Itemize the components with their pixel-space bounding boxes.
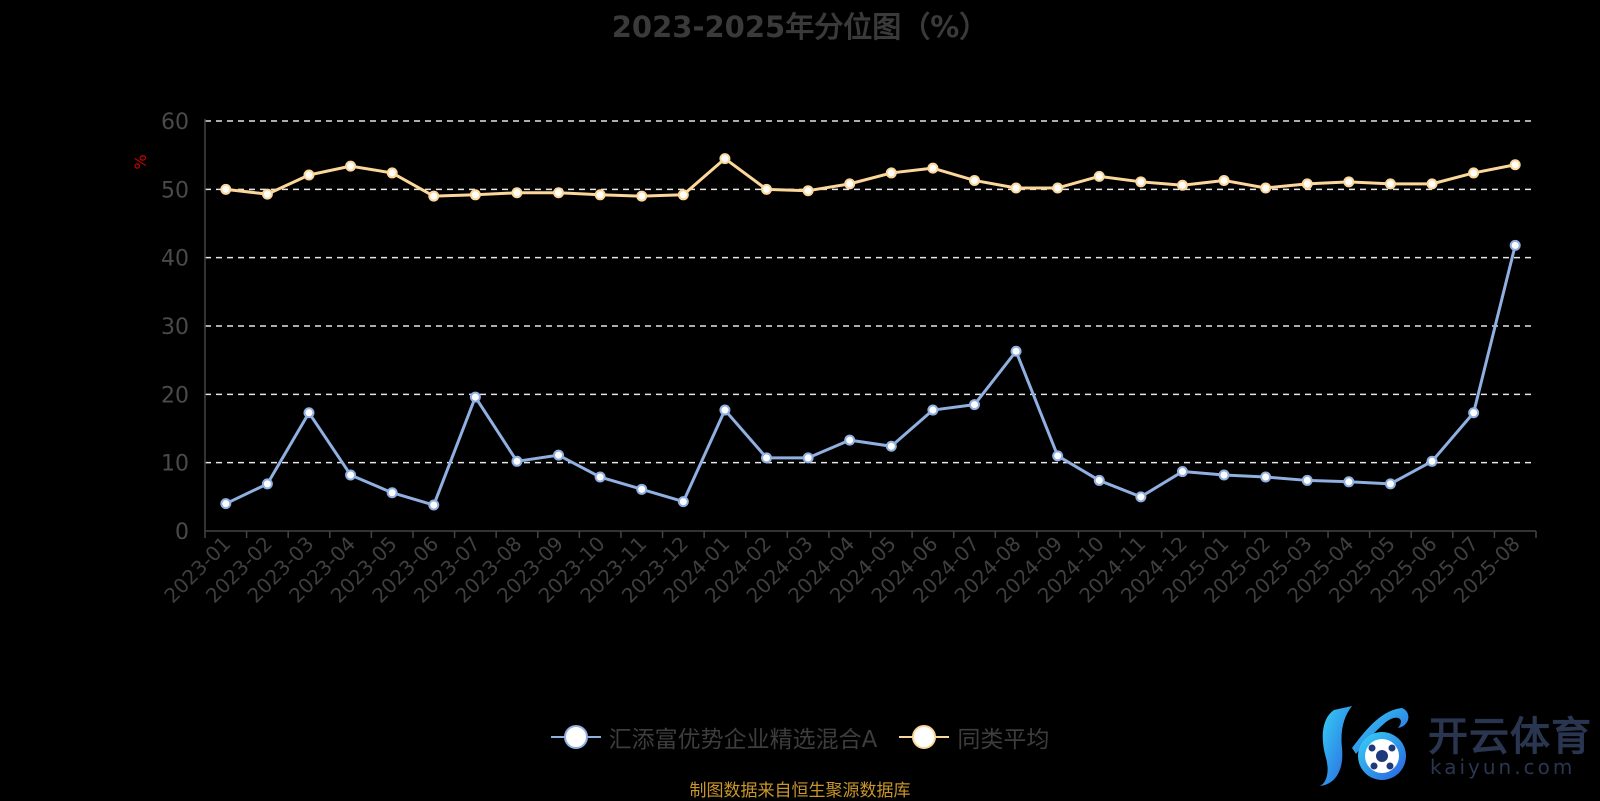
data-point[interactable]	[802, 185, 814, 197]
y-axis-label: %	[131, 154, 150, 169]
data-point[interactable]	[927, 162, 939, 174]
data-point[interactable]	[1384, 178, 1396, 190]
chart-title: 2023-2025年分位图（%）	[611, 10, 989, 44]
data-point[interactable]	[261, 478, 273, 490]
data-point[interactable]	[927, 404, 939, 416]
grid-lines	[205, 120, 1536, 464]
data-point[interactable]	[844, 434, 856, 446]
y-tick-label: 20	[161, 383, 189, 408]
legend-item-average[interactable]: 同类平均	[899, 720, 1049, 754]
watermark-cn: 开云体育	[1428, 714, 1592, 760]
data-point[interactable]	[1426, 178, 1438, 190]
data-point[interactable]	[1343, 476, 1355, 488]
y-tick-label: 50	[161, 178, 189, 203]
data-point[interactable]	[1218, 174, 1230, 186]
data-point[interactable]	[428, 190, 440, 202]
data-point[interactable]	[1260, 471, 1272, 483]
y-tick-label: 0	[175, 520, 189, 545]
data-point[interactable]	[1052, 182, 1064, 194]
data-point[interactable]	[636, 483, 648, 495]
data-point[interactable]	[511, 455, 523, 467]
series-0	[220, 239, 1521, 511]
data-point[interactable]	[1468, 407, 1480, 419]
data-point[interactable]	[1176, 466, 1188, 478]
watermark-en: kaiyun.com	[1430, 755, 1576, 779]
data-point[interactable]	[844, 178, 856, 190]
data-point[interactable]	[885, 167, 897, 179]
data-point[interactable]	[386, 167, 398, 179]
data-point[interactable]	[1468, 167, 1480, 179]
data-point[interactable]	[303, 169, 315, 181]
data-point[interactable]	[1260, 182, 1272, 194]
series-group	[220, 153, 1521, 511]
data-point[interactable]	[1509, 239, 1521, 251]
data-point[interactable]	[1301, 474, 1313, 486]
legend-item-fund[interactable]: 汇添富优势企业精选混合A	[550, 720, 878, 754]
data-point[interactable]	[968, 399, 980, 411]
y-tick-label: 60	[161, 110, 189, 135]
data-point[interactable]	[761, 183, 773, 195]
axes	[204, 119, 1537, 538]
data-point[interactable]	[636, 190, 648, 202]
series-line	[225, 245, 1517, 507]
y-tick-label: 30	[161, 315, 189, 340]
data-point[interactable]	[594, 471, 606, 483]
data-point[interactable]	[511, 187, 523, 199]
data-point[interactable]	[469, 391, 481, 403]
data-point[interactable]	[1343, 176, 1355, 188]
data-point[interactable]	[802, 452, 814, 464]
data-point[interactable]	[677, 189, 689, 201]
data-source-note: 制图数据来自恒生聚源数据库	[689, 781, 911, 801]
data-point[interactable]	[1093, 474, 1105, 486]
series-1	[220, 153, 1521, 202]
legend-marker-average	[899, 725, 950, 749]
data-point[interactable]	[1426, 455, 1438, 467]
legend: 汇添富优势企业精选混合A 同类平均	[0, 720, 1600, 754]
data-point[interactable]	[386, 487, 398, 499]
data-point[interactable]	[1384, 478, 1396, 490]
series-line	[225, 157, 1516, 198]
data-point[interactable]	[761, 452, 773, 464]
data-point[interactable]	[1010, 182, 1022, 194]
data-point[interactable]	[553, 187, 565, 199]
data-point[interactable]	[719, 404, 731, 416]
data-point[interactable]	[303, 407, 315, 419]
y-tick-label: 40	[161, 247, 189, 272]
data-point[interactable]	[220, 183, 232, 195]
data-point[interactable]	[594, 189, 606, 201]
y-tick-label: 10	[161, 452, 189, 477]
data-point[interactable]	[261, 188, 273, 200]
data-point[interactable]	[553, 449, 565, 461]
data-point[interactable]	[1135, 491, 1147, 503]
legend-label-average: 同类平均	[957, 727, 1050, 753]
legend-label-fund: 汇添富优势企业精选混合A	[608, 727, 878, 753]
data-point[interactable]	[428, 499, 440, 511]
data-point[interactable]	[1218, 469, 1230, 481]
data-point[interactable]	[1176, 179, 1188, 191]
data-point[interactable]	[719, 153, 731, 165]
data-point[interactable]	[677, 496, 689, 508]
data-point[interactable]	[1010, 345, 1022, 357]
data-point[interactable]	[220, 498, 232, 510]
data-point[interactable]	[345, 469, 357, 481]
kaiyun-logo-icon	[1320, 706, 1409, 786]
legend-marker-fund	[550, 725, 601, 749]
y-tick-labels: 0 10 20 30 40 50 60	[161, 110, 189, 545]
x-tick-labels: 2023-012023-022023-032023-042023-052023-…	[159, 532, 1524, 608]
data-point[interactable]	[1093, 170, 1105, 182]
data-point[interactable]	[469, 189, 481, 201]
line-chart: 0 10 20 30 40 50 60 2023-012023-022023-032023-…	[131, 110, 1537, 608]
data-point[interactable]	[1301, 178, 1313, 190]
watermark-logo: 开云体育 kaiyun.com	[1312, 698, 1600, 790]
data-point[interactable]	[885, 440, 897, 452]
data-point[interactable]	[1052, 450, 1064, 462]
data-point[interactable]	[968, 174, 980, 186]
data-point[interactable]	[345, 160, 357, 172]
data-point[interactable]	[1509, 159, 1521, 171]
data-point[interactable]	[1135, 176, 1147, 188]
